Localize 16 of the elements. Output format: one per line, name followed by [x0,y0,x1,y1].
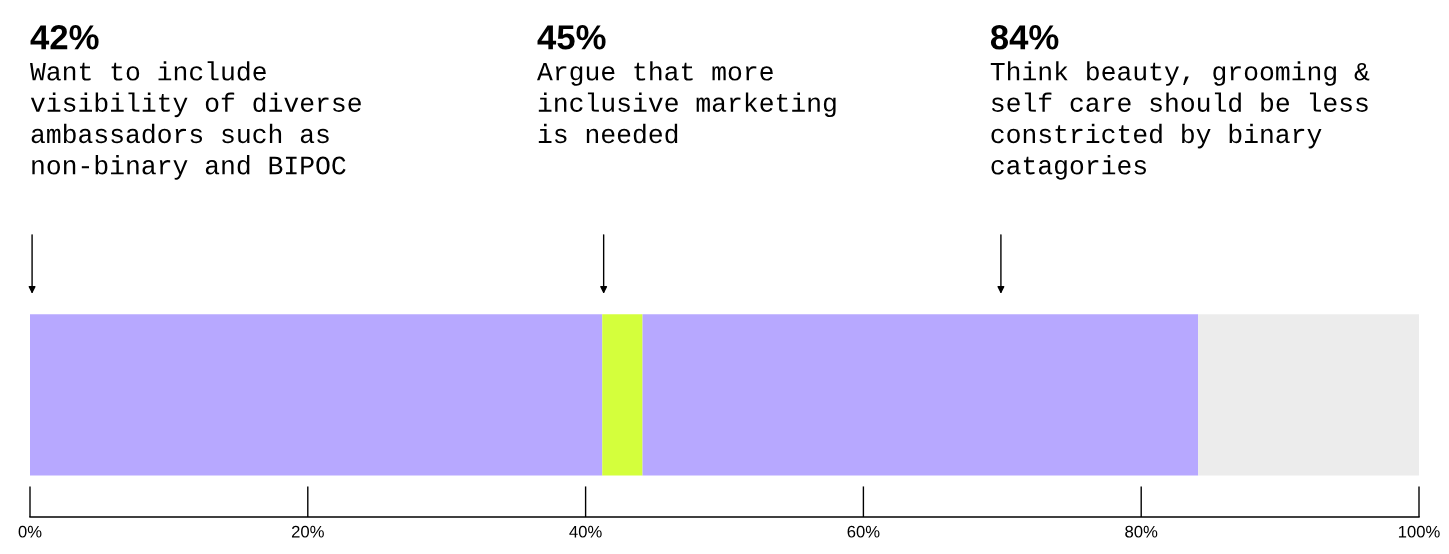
bar [1198,314,1419,476]
bar [642,314,1199,476]
text: Want to include visibility of diverse ambassadors such as non-binary and BIPOC [30,61,361,180]
x-tick-label: 0% [18,525,42,538]
text: 42% [30,25,99,50]
x-tick-label: 40% [569,525,602,538]
x-tick-label: 20% [291,525,324,538]
x-tick-label: 100% [1398,525,1440,538]
bar [602,314,643,476]
x-tick-label: 60% [847,525,880,538]
text: 45% [537,25,606,50]
bar [30,314,603,476]
text: 84% [990,25,1059,50]
x-tick-label: 80% [1125,525,1158,538]
text: Think beauty, grooming & self care should be less constricted by binary catagories [990,61,1370,180]
text: Argue that more inclusive marketing is needed [536,61,836,144]
